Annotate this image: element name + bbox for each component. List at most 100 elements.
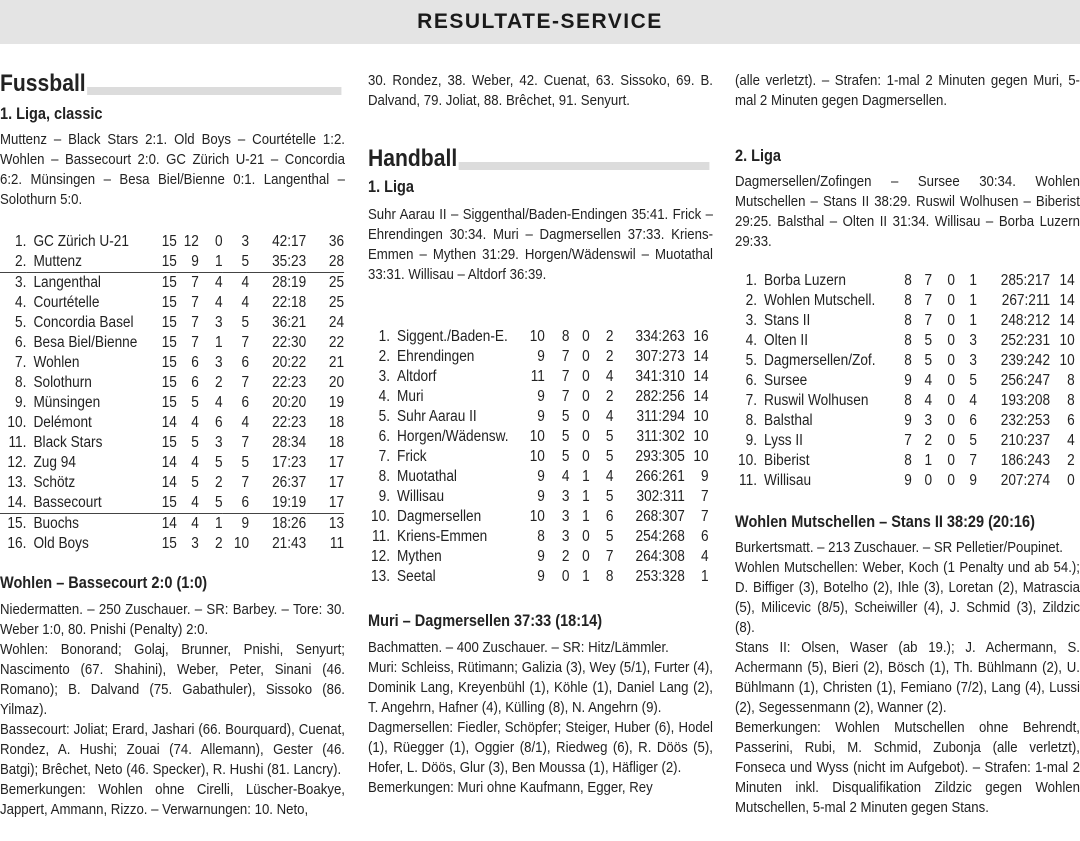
cell-team: Siggent./Baden-E. bbox=[397, 328, 508, 345]
cell-points: 11 bbox=[329, 535, 345, 552]
cell-rank: 4. bbox=[745, 332, 757, 349]
cell-team: Delémont bbox=[33, 414, 92, 431]
table-row: 6. Horgen/Wädensw. 10 5 0 5 311:302 10 bbox=[368, 427, 709, 447]
cell-won: 5 bbox=[191, 474, 199, 491]
cell-won: 7 bbox=[561, 388, 570, 405]
cell-rank: 9. bbox=[378, 488, 390, 505]
table-row: 3. Stans II 8 7 0 1 248:212 14 bbox=[735, 311, 1075, 331]
cell-played: 8 bbox=[904, 272, 912, 289]
masthead: RESULTATE-SERVICE bbox=[0, 0, 1080, 46]
table-row: 15. Buochs 14 4 1 9 18:26 13 bbox=[0, 514, 344, 535]
cell-team: Langenthal bbox=[33, 274, 101, 291]
cell-team: Courtételle bbox=[33, 294, 100, 311]
cell-lost: 6 bbox=[241, 354, 250, 371]
match-report: Burkertsmatt. – 213 Zuschauer. – SR Pell… bbox=[735, 538, 1080, 818]
cell-played: 15 bbox=[161, 233, 177, 250]
report-paragraph: Muri: Schleiss, Rütimann; Galizia (3), W… bbox=[368, 659, 713, 716]
table-row: 14. Bassecourt 15 4 5 6 19:19 17 bbox=[0, 493, 345, 514]
cell-won: 4 bbox=[176, 493, 199, 514]
table-row: 7. Frick 10 5 0 5 293:305 10 bbox=[368, 447, 709, 467]
cell-lost: 6 bbox=[969, 412, 977, 429]
section-heading-handball: Handball bbox=[368, 145, 710, 173]
cell-won: 3 bbox=[561, 528, 570, 545]
cell-won: 3 bbox=[561, 508, 570, 525]
cell-drawn: 0 bbox=[947, 272, 955, 289]
cell-drawn: 1 bbox=[215, 334, 223, 351]
cell-rank: 12. bbox=[7, 454, 27, 471]
cell-team: Seetal bbox=[397, 568, 436, 585]
cell-drawn: 4 bbox=[215, 294, 223, 311]
cell-lost: 3 bbox=[241, 233, 250, 250]
cell-points: 25 bbox=[328, 294, 345, 311]
table-row: 6. Sursee 9 4 0 5 256:247 8 bbox=[735, 371, 1075, 391]
cell-drawn: 1 bbox=[582, 468, 590, 485]
cell-lost: 4 bbox=[969, 392, 977, 409]
cell-won: 4 bbox=[924, 372, 933, 389]
cell-goals: 311:294 bbox=[636, 408, 685, 425]
table-row: 2. Ehrendingen 9 7 0 2 307:273 14 bbox=[368, 347, 709, 367]
cell-team: Münsingen bbox=[33, 394, 101, 411]
report-continuation: (alle verletzt). – Strafen: 1-mal 2 Minu… bbox=[735, 72, 1080, 109]
cell-played: 9 bbox=[904, 412, 912, 429]
cell-goals: 42:17 bbox=[272, 233, 307, 250]
cell-team: Zug 94 bbox=[33, 454, 76, 471]
cell-lost: 7 bbox=[241, 374, 250, 391]
standings-table-handball-2-liga: 1. Borba Luzern 8 7 0 1 285:217 14 2. Wohlen Muts… bbox=[735, 271, 1080, 491]
cell-rank: 6. bbox=[15, 334, 27, 351]
table-row: 10. Biberist 8 1 0 7 186:243 2 bbox=[735, 451, 1075, 471]
cell-goals: 307:273 bbox=[635, 348, 685, 365]
cell-rank: 5. bbox=[378, 408, 390, 425]
report-paragraph: Wohlen: Bonorand; Golaj, Brunner, Pnishi… bbox=[0, 641, 345, 718]
cell-played: 11 bbox=[530, 368, 545, 385]
table-row: 11. Black Stars 15 5 3 7 28:34 18 bbox=[0, 433, 344, 453]
cell-played: 15 bbox=[161, 274, 177, 291]
cell-rank: 7. bbox=[378, 448, 390, 465]
cell-points: 6 bbox=[700, 528, 709, 545]
table-row: 3. Langenthal 15 7 4 4 28:19 25 bbox=[0, 273, 344, 294]
cell-drawn: 0 bbox=[947, 452, 955, 469]
cell-drawn: 0 bbox=[582, 528, 590, 545]
cell-goals: 35:23 bbox=[249, 252, 307, 273]
cell-lost: 8 bbox=[605, 568, 614, 585]
cell-played: 15 bbox=[150, 493, 177, 514]
cell-goals: 28:19 bbox=[272, 274, 307, 291]
cell-points: 10 bbox=[1059, 352, 1075, 369]
cell-goals: 22:23 bbox=[272, 374, 307, 391]
cell-team: Solothurn bbox=[33, 374, 92, 391]
cell-rank: 2. bbox=[745, 292, 757, 309]
results-text: Suhr Aarau II – Siggenthal/Baden-Endinge… bbox=[368, 206, 713, 283]
table-row: 6. Besa Biel/Bienne 15 7 1 7 22:30 22 bbox=[0, 333, 344, 353]
cell-rank: 13. bbox=[371, 568, 390, 585]
table-row: 4. Courtételle 15 7 4 4 22:18 25 bbox=[0, 293, 344, 313]
cell-lost: 5 bbox=[605, 488, 614, 505]
table-row: 5. Dagmersellen/Zof. 8 5 0 3 239:242 10 bbox=[735, 351, 1075, 371]
table-row: 1. GC Zürich U-21 15 12 0 3 42:17 36 bbox=[0, 232, 344, 252]
section-title: Fussball bbox=[0, 70, 88, 97]
cell-lost: 4 bbox=[241, 294, 250, 311]
cell-rank: 7. bbox=[745, 392, 757, 409]
cell-rank: 11. bbox=[372, 528, 390, 545]
cell-goals: 267:211 bbox=[1001, 292, 1051, 309]
cell-points: 17 bbox=[328, 474, 345, 491]
cell-played: 9 bbox=[537, 408, 545, 425]
cell-drawn: 2 bbox=[215, 535, 223, 552]
cell-lost: 1 bbox=[969, 272, 977, 289]
cell-lost: 5 bbox=[969, 432, 977, 449]
cell-points: 18 bbox=[328, 414, 345, 431]
cell-drawn: 2 bbox=[215, 374, 223, 391]
cell-drawn: 1 bbox=[582, 568, 590, 585]
cell-rank: 10. bbox=[7, 414, 27, 431]
report-paragraph: Dagmersellen: Fiedler, Schöpfer; Steiger… bbox=[368, 719, 713, 776]
cell-won: 9 bbox=[176, 252, 199, 273]
report-paragraph: Bemerkungen: Wohlen ohne Cirelli, Lüsche… bbox=[0, 781, 345, 818]
table-row: 2. Wohlen Mutschell. 8 7 0 1 267:211 14 bbox=[735, 291, 1075, 311]
league-title: 2. Liga bbox=[735, 147, 781, 165]
cell-drawn: 5 bbox=[215, 454, 223, 471]
cell-drawn: 4 bbox=[215, 274, 223, 291]
cell-played: 15 bbox=[161, 535, 177, 552]
cell-rank: 11. bbox=[8, 434, 27, 451]
cell-played: 10 bbox=[529, 428, 545, 445]
cell-won: 3 bbox=[924, 412, 933, 429]
cell-goals: 17:23 bbox=[272, 454, 307, 471]
cell-won: 5 bbox=[561, 448, 570, 465]
